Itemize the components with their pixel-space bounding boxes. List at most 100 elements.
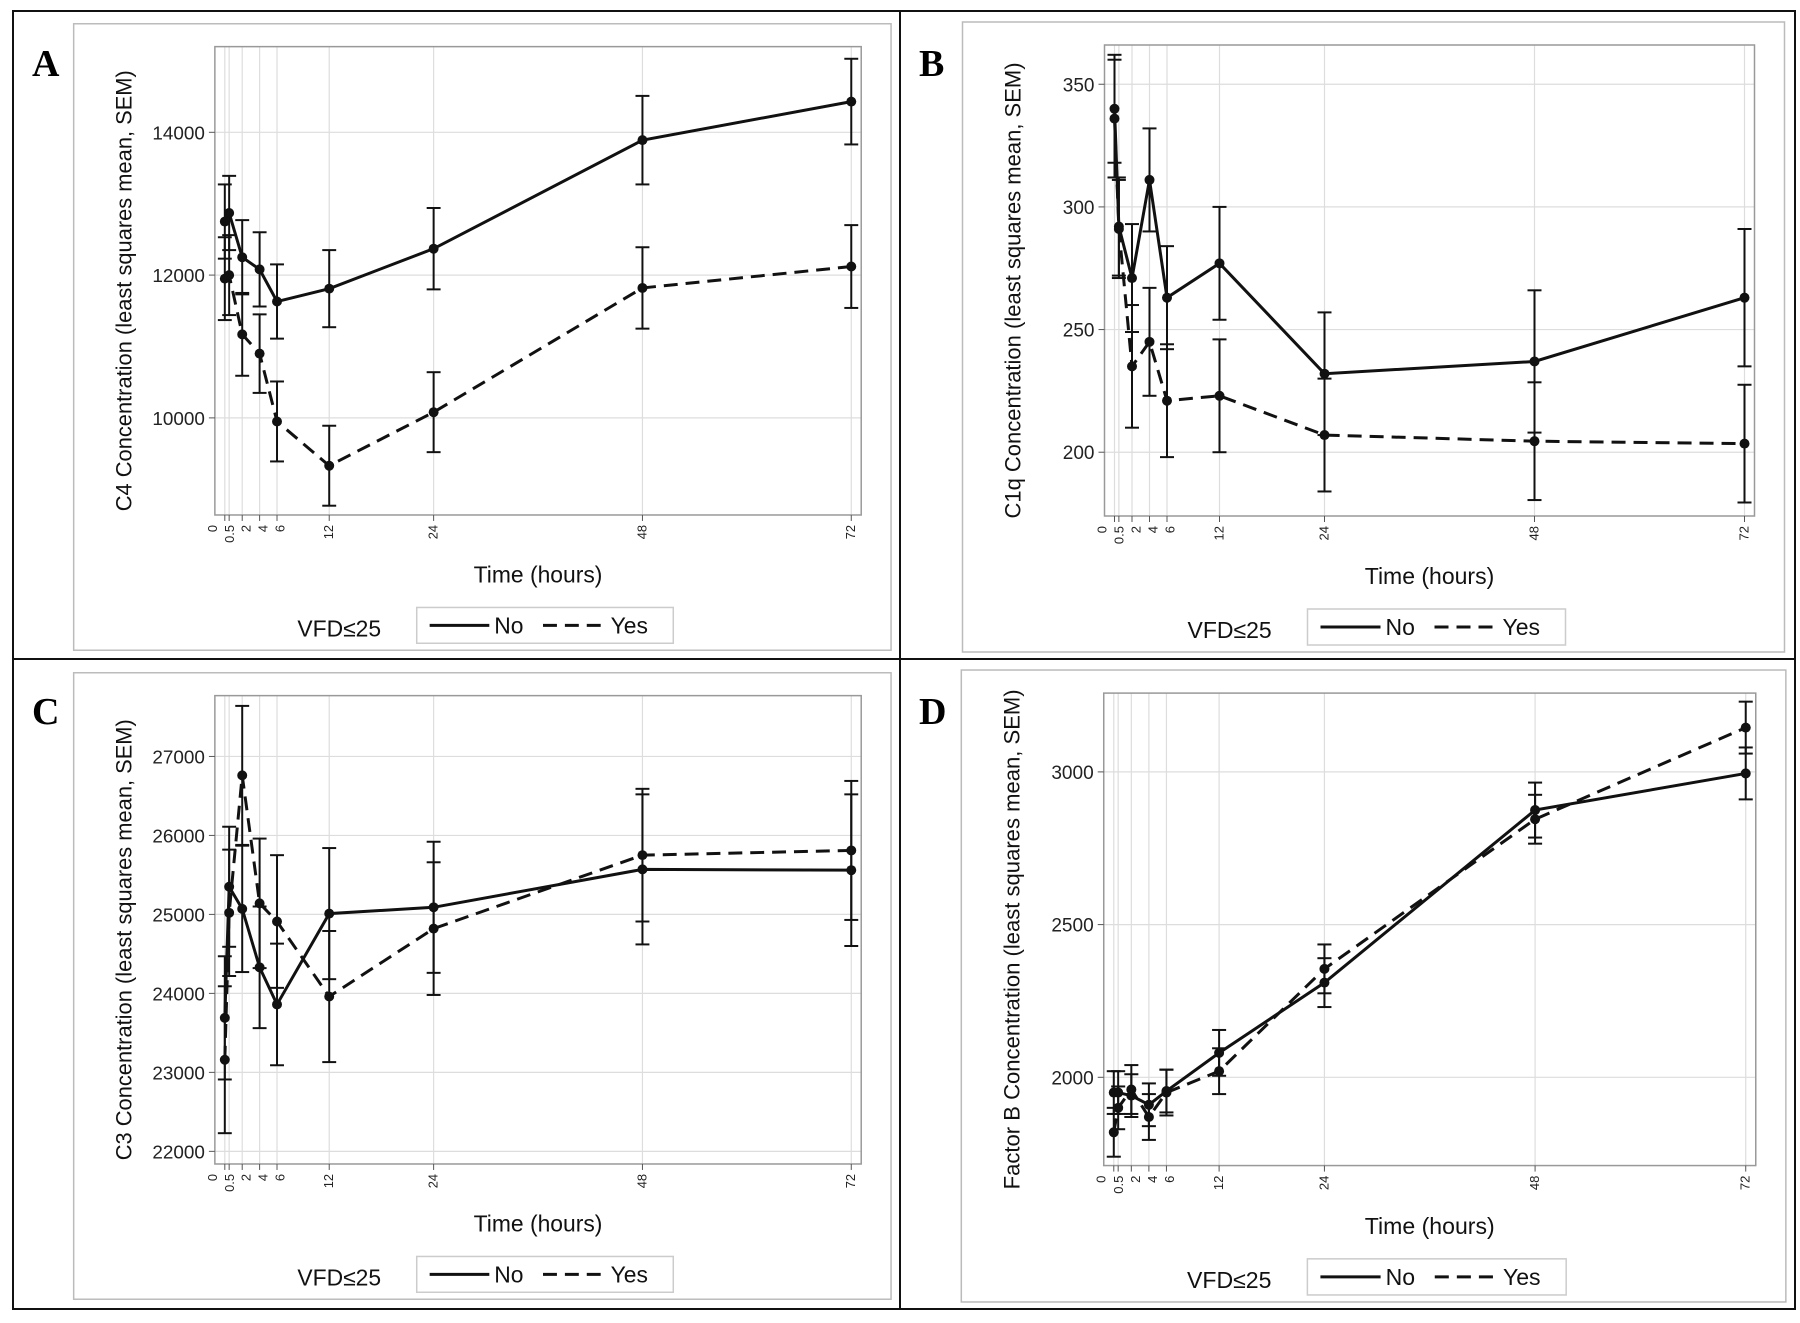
x-tick-label: 48 [634,1174,649,1188]
panel-letter: C [32,691,60,733]
series-line [223,265,852,468]
y-axis-label: C1q Concentration (least squares mean, S… [1001,62,1026,518]
x-tick-label: 12 [1211,1176,1226,1191]
legend: VFD≤25 No Yes [297,1255,675,1294]
plot-area [214,45,862,516]
x-tick-label: 72 [843,1174,858,1188]
data-point [224,208,235,218]
data-point [219,216,230,227]
legend: VFD≤25 No Yes [1187,1258,1567,1296]
data-point [237,770,248,781]
panel-c: 22000 23000 24000 25000 26000 27000 0 0.5 2 4 6 12 2… [14,660,901,1308]
x-tick-label: 24 [426,1174,441,1188]
y-tick-label: 250 [1063,321,1095,342]
x-tick-label: 6 [1162,1176,1177,1183]
data-point [1162,395,1172,406]
series-line [1112,726,1747,1133]
x-tick-label: 12 [321,1174,336,1188]
plot-area [1103,44,1756,517]
x-tick-label: 6 [272,1174,287,1181]
data-point [272,916,282,927]
y-tick-label: 23000 [152,1063,204,1084]
x-tick-label: 72 [1737,526,1752,540]
x-tick-label: 4 [256,525,271,532]
plot-area [214,694,862,1165]
data-point [237,903,248,914]
data-point [1740,722,1751,733]
y-tick-label: 26000 [152,826,204,847]
y-tick-label: 27000 [152,747,204,768]
x-tick-label: 2 [1129,526,1144,533]
data-point [428,923,439,934]
y-tick-label: 14000 [152,123,204,144]
x-tick-label: 2 [239,525,254,532]
x-tick-label: 48 [1527,1176,1542,1191]
data-point [1161,1087,1172,1098]
x-tick-label: 4 [256,1174,271,1181]
data-point [324,283,335,294]
y-tick-label: 10000 [152,409,204,430]
y-tick-label: 24000 [152,984,204,1005]
x-tick-label: 6 [1163,526,1178,533]
x-tick-label: 0.5 [222,525,237,543]
y-axis-label: Factor B Concentration (least squares me… [999,689,1024,1189]
series-line [1113,108,1745,376]
x-axis-label: Time (hours) [1365,1213,1495,1239]
series-no [217,57,859,340]
x-tick-label: 2 [239,1174,254,1181]
data-point [637,282,648,293]
data-point [428,243,439,254]
chart-frame [72,672,892,1300]
x-tick-label: 4 [1145,1176,1160,1183]
y-tick-label: 2500 [1051,916,1093,937]
data-point [324,460,335,471]
data-point [1144,174,1155,185]
y-tick-label: 300 [1063,198,1095,219]
chart-frame [961,21,1786,653]
data-point [1319,368,1330,379]
series-yes [217,224,859,507]
data-point [1113,1102,1124,1113]
legend-label-no: No [494,612,523,638]
legend-title: VFD≤25 [1187,1267,1271,1293]
data-point [1319,430,1330,441]
series-yes [1107,58,1752,504]
data-point [1739,438,1750,449]
data-point [846,261,857,272]
legend-title: VFD≤25 [1188,617,1272,643]
series-no [217,793,859,1081]
y-tick-label: 22000 [152,1142,204,1163]
x-tick-label: 24 [1317,526,1332,540]
figure-grid: 10000 12000 14000 0 0.5 2 4 6 12 24 48 72 Time (hour… [12,10,1796,1310]
data-point [1143,1111,1154,1123]
legend-title: VFD≤25 [297,1264,381,1290]
x-tick-label: 4 [1146,526,1161,533]
data-point [1740,768,1751,779]
x-tick-label: 12 [321,525,336,539]
data-point [1127,361,1137,372]
legend-label-yes: Yes [611,612,648,638]
legend: VFD≤25 No Yes [297,606,675,645]
x-tick-label: 0.5 [222,1174,237,1192]
legend: VFD≤25 No Yes [1188,608,1567,646]
y-axis-label: C4 Concentration (least squares mean, SE… [111,70,136,511]
x-axis-label: Time (hours) [474,562,603,588]
data-point [1214,390,1225,401]
data-point [1113,223,1124,234]
y-axis-label: C3 Concentration (least squares mean, SE… [111,719,136,1160]
y-tick-label: 3000 [1051,763,1093,784]
x-tick-label: 72 [1738,1176,1753,1191]
legend-label-yes: Yes [611,1261,648,1287]
legend-title: VFD≤25 [297,615,381,641]
data-point [254,264,265,275]
y-tick-label: 2000 [1051,1068,1093,1089]
x-tick-label: 0.5 [1112,526,1127,544]
x-tick-label: 0.5 [1111,1176,1126,1194]
chart-frame [72,23,892,651]
panel-a: 10000 12000 14000 0 0.5 2 4 6 12 24 48 72 Time (hour… [14,12,901,660]
x-tick-label: 48 [634,525,649,539]
x-tick-label: 0 [1094,1176,1109,1183]
legend-label-no: No [1386,614,1415,640]
data-point [1739,292,1750,303]
